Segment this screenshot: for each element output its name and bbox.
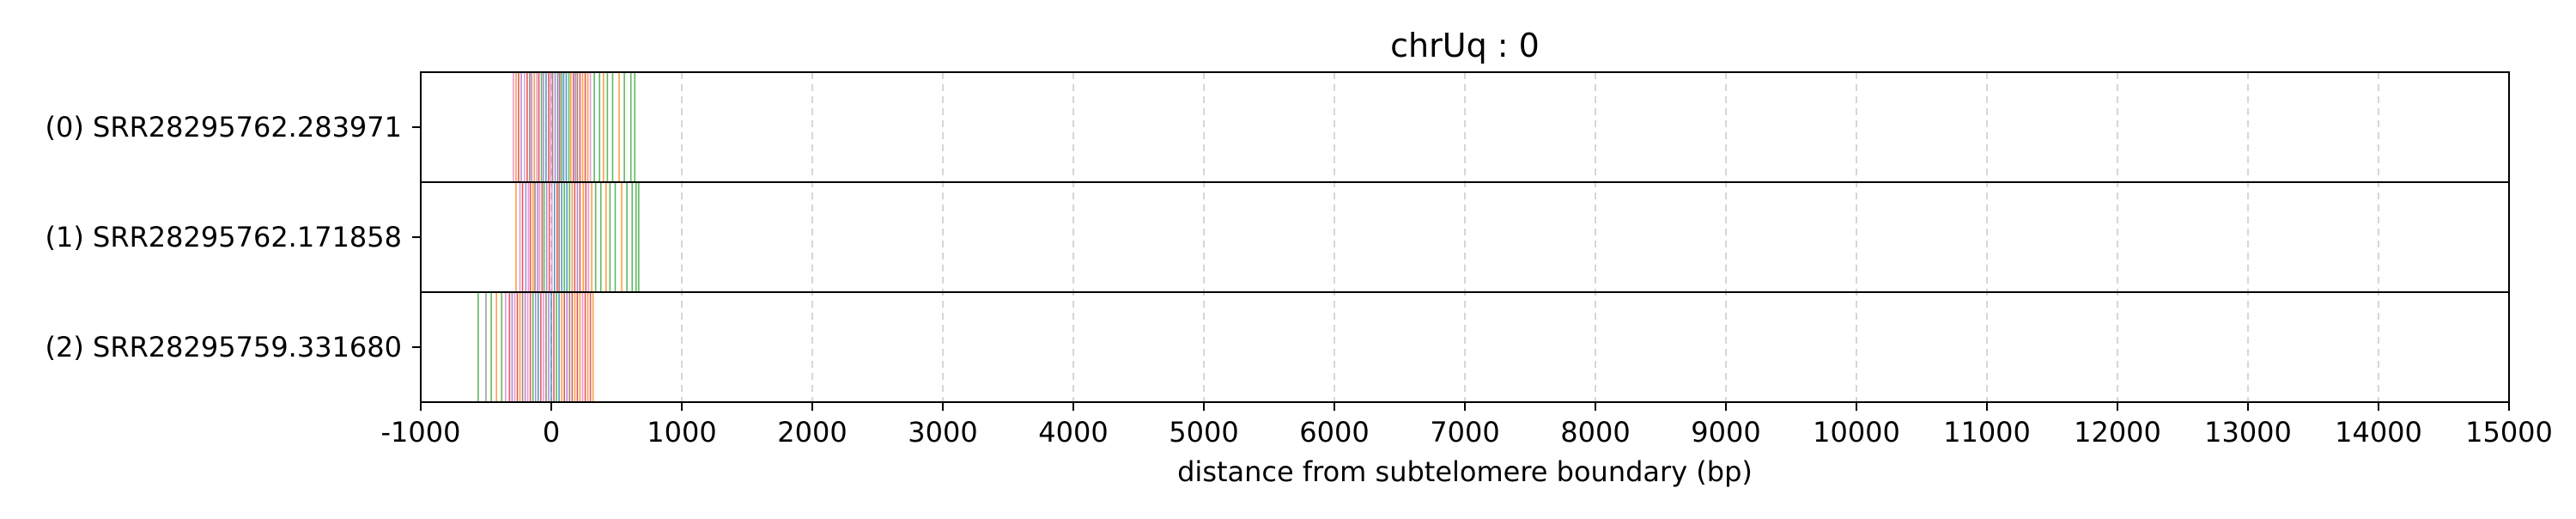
x-tick-label-2000: 2000 bbox=[777, 416, 847, 449]
chart-title: chrUq : 0 bbox=[1390, 27, 1540, 64]
x-tick-label-11000: 11000 bbox=[1943, 416, 2031, 449]
x-tick-label-8000: 8000 bbox=[1560, 416, 1630, 449]
x-tick-label-10000: 10000 bbox=[1813, 416, 1900, 449]
x-tick-label-5000: 5000 bbox=[1169, 416, 1238, 449]
x-tick-label-15000: 15000 bbox=[2465, 416, 2553, 449]
x-tick-label-1000: 1000 bbox=[647, 416, 716, 449]
read-labels: (0) SRR28295762.283971 (1) SRR28295762.17… bbox=[46, 111, 421, 363]
x-tick-label-9000: 9000 bbox=[1691, 416, 1760, 449]
x-axis-label: distance from subtelomere boundary (bp) bbox=[1177, 455, 1753, 488]
read-label-0: (0) SRR28295762.283971 bbox=[46, 111, 402, 143]
read-label-2: (2) SRR28295759.331680 bbox=[46, 331, 402, 363]
x-tick-label-7000: 7000 bbox=[1430, 416, 1499, 449]
x-tick-label-13000: 13000 bbox=[2204, 416, 2292, 449]
read-label-1: (1) SRR28295762.171858 bbox=[46, 221, 402, 253]
x-tick-label-4000: 4000 bbox=[1038, 416, 1108, 449]
x-tick-label-12000: 12000 bbox=[2074, 416, 2161, 449]
x-tick-label-6000: 6000 bbox=[1299, 416, 1369, 449]
x-tick-label-3000: 3000 bbox=[908, 416, 977, 449]
x-axis-ticks: -1000 0 1000 2000 3000 4000 5000 6000 7000 8000 90… bbox=[381, 402, 2553, 449]
x-tick-label-0: 0 bbox=[543, 416, 560, 449]
x-tick-label-14000: 14000 bbox=[2335, 416, 2422, 449]
x-tick-label--1000: -1000 bbox=[381, 416, 461, 449]
read-marks bbox=[477, 72, 640, 402]
